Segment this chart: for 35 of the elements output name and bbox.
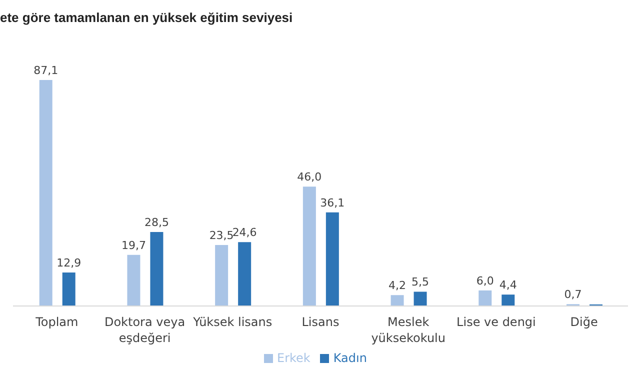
bar (414, 292, 427, 306)
bar (150, 232, 164, 306)
chart-title: ete göre tamamlanan en yüksek eğitim seviyesi (0, 10, 294, 27)
data-label: 4,2 (388, 279, 406, 292)
bar (62, 272, 76, 306)
data-label: 24,6 (232, 226, 257, 240)
data-label: 87,1 (34, 64, 58, 77)
bar (326, 212, 339, 306)
bar (478, 290, 492, 306)
bar (502, 294, 515, 306)
data-label: 6,0 (476, 274, 494, 288)
legend-label: Kadın (333, 351, 367, 365)
x-tick-label: Toplam (34, 315, 78, 329)
bar (238, 242, 252, 306)
bar (215, 245, 228, 306)
data-label: 4,4 (499, 278, 517, 292)
bar (390, 295, 404, 306)
x-tick-label: Doktora veya eşdeğeri (104, 315, 186, 345)
x-tick-label: Lisans (302, 315, 340, 329)
data-label: 19,7 (121, 238, 146, 252)
data-label: 0,7 (564, 288, 582, 302)
x-tick-label: Lise ve dengi (456, 315, 536, 329)
bar (127, 254, 140, 306)
legend-label: Erkek (277, 351, 310, 365)
data-label: 36,1 (320, 196, 345, 210)
x-tick-label: Meslek yüksekokulu (371, 315, 446, 345)
data-label: 28,5 (144, 216, 169, 230)
bar (39, 80, 52, 306)
data-label: 46,0 (297, 170, 322, 184)
data-label: 12,9 (56, 256, 82, 270)
x-tick-label: Yüksek lisans (192, 315, 272, 329)
x-tick-label: Diğe (570, 315, 598, 329)
data-label: 23,5 (209, 229, 234, 242)
data-label: 5,5 (412, 276, 430, 289)
bar (302, 186, 316, 306)
